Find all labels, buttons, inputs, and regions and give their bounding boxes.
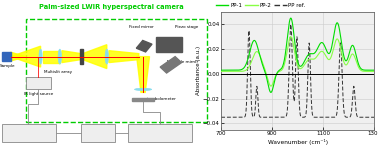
Text: PC: PC xyxy=(96,131,101,135)
Line: PP-2: PP-2 xyxy=(221,37,374,86)
PP-1 xyxy=(228,69,233,71)
PP-1 xyxy=(317,45,321,46)
X-axis label: Wavenumber (cm⁻¹): Wavenumber (cm⁻¹) xyxy=(268,139,328,145)
PP-2 xyxy=(335,38,340,40)
Bar xyxy=(156,37,181,52)
Polygon shape xyxy=(160,57,181,73)
PP ref. xyxy=(289,24,293,25)
PP-1 xyxy=(269,91,273,93)
PP-1 xyxy=(335,22,340,24)
PP-2 xyxy=(351,54,356,55)
PP ref. xyxy=(228,116,233,118)
PP ref. xyxy=(219,116,223,118)
Ellipse shape xyxy=(58,49,61,64)
Text: Palm-sized LWIR hyperspectral camera: Palm-sized LWIR hyperspectral camera xyxy=(39,4,183,10)
PP ref. xyxy=(312,116,316,118)
Text: Multislit array: Multislit array xyxy=(43,70,72,74)
Ellipse shape xyxy=(135,88,152,90)
PP-1 xyxy=(219,69,223,71)
Bar xyxy=(81,124,115,142)
Text: DC power supply: DC power supply xyxy=(11,131,46,135)
PP-1 xyxy=(372,69,376,71)
Polygon shape xyxy=(11,46,40,67)
PP-2 xyxy=(219,70,223,72)
PP-1 xyxy=(312,52,317,54)
Text: Fixed mirror: Fixed mirror xyxy=(129,25,154,29)
Line: PP-1: PP-1 xyxy=(221,18,374,92)
Text: Sample: Sample xyxy=(0,64,15,68)
PP ref. xyxy=(372,116,376,118)
Polygon shape xyxy=(83,45,107,69)
PP-2 xyxy=(228,70,233,72)
PP-2 xyxy=(317,52,321,54)
Ellipse shape xyxy=(105,49,108,64)
Bar xyxy=(80,49,83,64)
PP-2 xyxy=(312,58,317,60)
PP-2 xyxy=(308,58,313,60)
Polygon shape xyxy=(109,51,139,63)
Bar xyxy=(128,124,192,142)
Polygon shape xyxy=(137,57,149,92)
Line: PP ref.: PP ref. xyxy=(221,24,374,117)
Polygon shape xyxy=(11,52,26,61)
Y-axis label: Absorbance (a.u.): Absorbance (a.u.) xyxy=(197,46,201,95)
Legend: PP-1, PP-2, PP ref.: PP-1, PP-2, PP ref. xyxy=(216,3,305,8)
PP-1 xyxy=(308,53,313,55)
Text: Stage controller: Stage controller xyxy=(144,131,177,135)
PP-1 xyxy=(289,17,293,19)
Polygon shape xyxy=(62,51,81,63)
Text: Movable mirror: Movable mirror xyxy=(167,60,198,64)
Bar xyxy=(2,124,56,142)
Polygon shape xyxy=(136,41,152,52)
PP-2 xyxy=(372,70,376,72)
PP-2 xyxy=(289,36,293,38)
Text: IR light source: IR light source xyxy=(24,92,53,96)
PP ref. xyxy=(317,116,321,118)
Bar xyxy=(2,52,11,61)
Bar xyxy=(26,77,51,89)
Bar xyxy=(132,98,154,101)
PP-1 xyxy=(351,45,356,47)
Text: microbolometer: microbolometer xyxy=(144,97,177,101)
Polygon shape xyxy=(43,51,60,63)
Text: Piezo stage: Piezo stage xyxy=(175,25,198,29)
Ellipse shape xyxy=(39,49,42,64)
PP-2 xyxy=(269,85,273,87)
PP ref. xyxy=(335,107,340,109)
PP ref. xyxy=(351,89,355,91)
PP ref. xyxy=(308,64,313,66)
